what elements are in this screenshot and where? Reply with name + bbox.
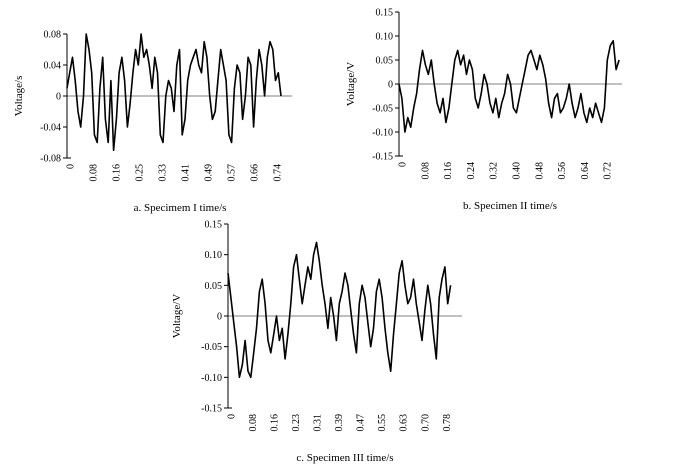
x-tick-label: 0.49: [204, 164, 215, 182]
y-tick-label: -0.15: [201, 404, 222, 415]
x-tick-label: 0: [66, 164, 77, 169]
x-tick-label: 0.47: [356, 414, 367, 432]
x-tick-label: 0.41: [181, 164, 192, 182]
y-tick-label: -0.10: [372, 128, 393, 139]
x-tick-label: 0.16: [270, 414, 281, 432]
y-tick-label: -0.05: [201, 342, 222, 353]
y-tick-label: 0: [217, 312, 222, 323]
y-tick-label: 0.05: [205, 281, 223, 292]
x-tick-label: 0.08: [89, 164, 100, 182]
y-tick-label: 0: [388, 80, 393, 91]
series-line: [398, 39, 620, 133]
y-tick-label: -0.05: [372, 104, 393, 115]
panel-caption: a. Specimem I time/s: [134, 202, 227, 214]
y-axis-label: Voltage/s: [13, 76, 25, 117]
x-tick-label: 0: [398, 162, 409, 167]
series-line: [227, 241, 452, 379]
x-tick-label: 0.66: [250, 164, 261, 182]
x-tick-label: 0.16: [112, 164, 123, 182]
x-tick-label: 0.08: [248, 414, 259, 432]
x-tick-label: 0.33: [158, 164, 169, 182]
x-tick-label: 0.08: [420, 162, 431, 180]
x-tick-label: 0.16: [443, 162, 454, 180]
x-tick-label: 0.78: [442, 414, 453, 432]
x-tick-label: 0.48: [534, 162, 545, 180]
y-tick-label: -0.08: [40, 154, 61, 165]
x-tick-label: 0.64: [580, 162, 591, 180]
x-tick-label: 0.31: [313, 414, 324, 432]
x-tick-label: 0.57: [227, 164, 238, 182]
x-tick-label: 0.55: [377, 414, 388, 432]
y-tick-label: 0.10: [205, 250, 223, 261]
y-tick-label: 0.15: [376, 8, 394, 19]
y-tick-label: -0.04: [40, 123, 61, 134]
x-tick-label: 0.40: [511, 162, 522, 180]
y-tick-label: 0.05: [376, 56, 394, 67]
x-tick-label: 0.24: [466, 162, 477, 180]
x-tick-label: 0.70: [420, 414, 431, 432]
y-tick-label: 0.04: [44, 61, 62, 72]
panel-caption: b. Specimen II time/s: [463, 200, 557, 212]
y-tick-label: 0.15: [205, 220, 223, 231]
chart-panel-2: -0.15 -0.10 -0.05 0 0.05 0.10 0.15 0 0.08 0.16 0.2…: [345, 8, 622, 212]
y-tick-label: 0.10: [376, 32, 394, 43]
x-tick-label: 0.56: [557, 162, 568, 180]
y-axis-label: Voltage/V: [345, 62, 357, 106]
series-line: [66, 33, 282, 152]
x-tick-label: 0.23: [291, 414, 302, 432]
panel-caption: c. Specimen III time/s: [296, 452, 393, 464]
x-tick-label: 0.63: [399, 414, 410, 432]
chart-panel-3: -0.15 -0.10 -0.05 0 0.05 0.10 0.15 0 0.08 0.16 0.2…: [171, 220, 462, 464]
x-tick-label: 0.74: [273, 164, 284, 182]
y-axis-label: Voltage/V: [171, 294, 183, 338]
y-tick-label: 0: [56, 92, 61, 103]
y-tick-label: 0.08: [44, 30, 62, 41]
x-tick-label: 0.39: [334, 414, 345, 432]
chart-panel-1: -0.08 -0.04 0 0.04 0.08 0 0.08 0.16 0.25 0.33 0.41…: [13, 30, 292, 214]
x-tick-label: 0.72: [603, 162, 614, 180]
y-tick-label: -0.10: [201, 373, 222, 384]
x-tick-label: 0.25: [135, 164, 146, 182]
x-tick-label: 0: [227, 414, 238, 419]
y-tick-label: -0.15: [372, 152, 393, 163]
x-tick-label: 0.32: [489, 162, 500, 180]
